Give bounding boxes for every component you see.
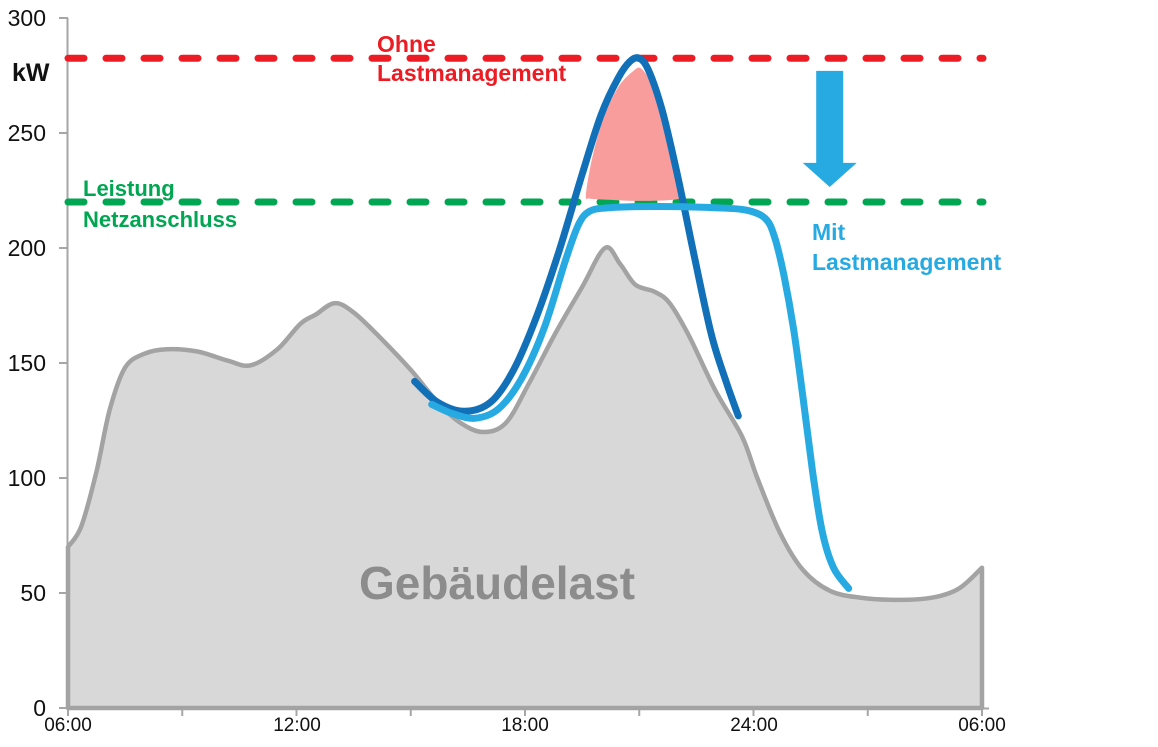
annotation-mit-line2: Lastmanagement: [812, 249, 1002, 275]
y-tick-label: 200: [7, 235, 46, 261]
peak-reduction-arrow-icon: [802, 70, 857, 187]
shaved-peak-area: [585, 67, 686, 201]
x-tick-label: 06:00: [44, 715, 92, 736]
y-tick-label: 250: [7, 120, 46, 146]
annotation-leistung-line1: Leistung: [83, 176, 175, 201]
y-tick-label: 0: [33, 695, 46, 721]
x-tick-label: 24:00: [730, 715, 778, 736]
y-axis-unit-label: kW: [12, 59, 50, 87]
series-mit-lastmanagement-line: [428, 202, 853, 592]
annotation-ohne-line1: Ohne: [377, 31, 436, 57]
annotation-mit-line1: Mit: [812, 219, 846, 245]
y-tick-label: 150: [7, 350, 46, 376]
y-tick-label: 100: [7, 465, 46, 491]
series-ohne-lastmanagement-line: [411, 54, 742, 420]
annotation-ohne-line2: Lastmanagement: [377, 60, 567, 86]
annotation-mit-lastmanagement: Mit Lastmanagement: [812, 217, 1001, 277]
x-tick-label: 12:00: [273, 715, 321, 736]
series-gebaeudelast-area: [65, 245, 985, 711]
y-tick-label: 300: [7, 5, 46, 31]
annotation-leistung-line2: Netzanschluss: [83, 207, 238, 232]
x-tick-label: 06:00: [958, 715, 1006, 736]
annotation-gebaeudelast: Gebäudelast: [358, 557, 636, 609]
annotation-leistung-netzanschluss: Leistung Netzanschluss: [83, 173, 237, 235]
y-tick-label: 50: [20, 580, 46, 606]
annotation-ohne-lastmanagement: Ohne Lastmanagement: [377, 30, 566, 88]
x-tick-label: 18:00: [501, 715, 549, 736]
